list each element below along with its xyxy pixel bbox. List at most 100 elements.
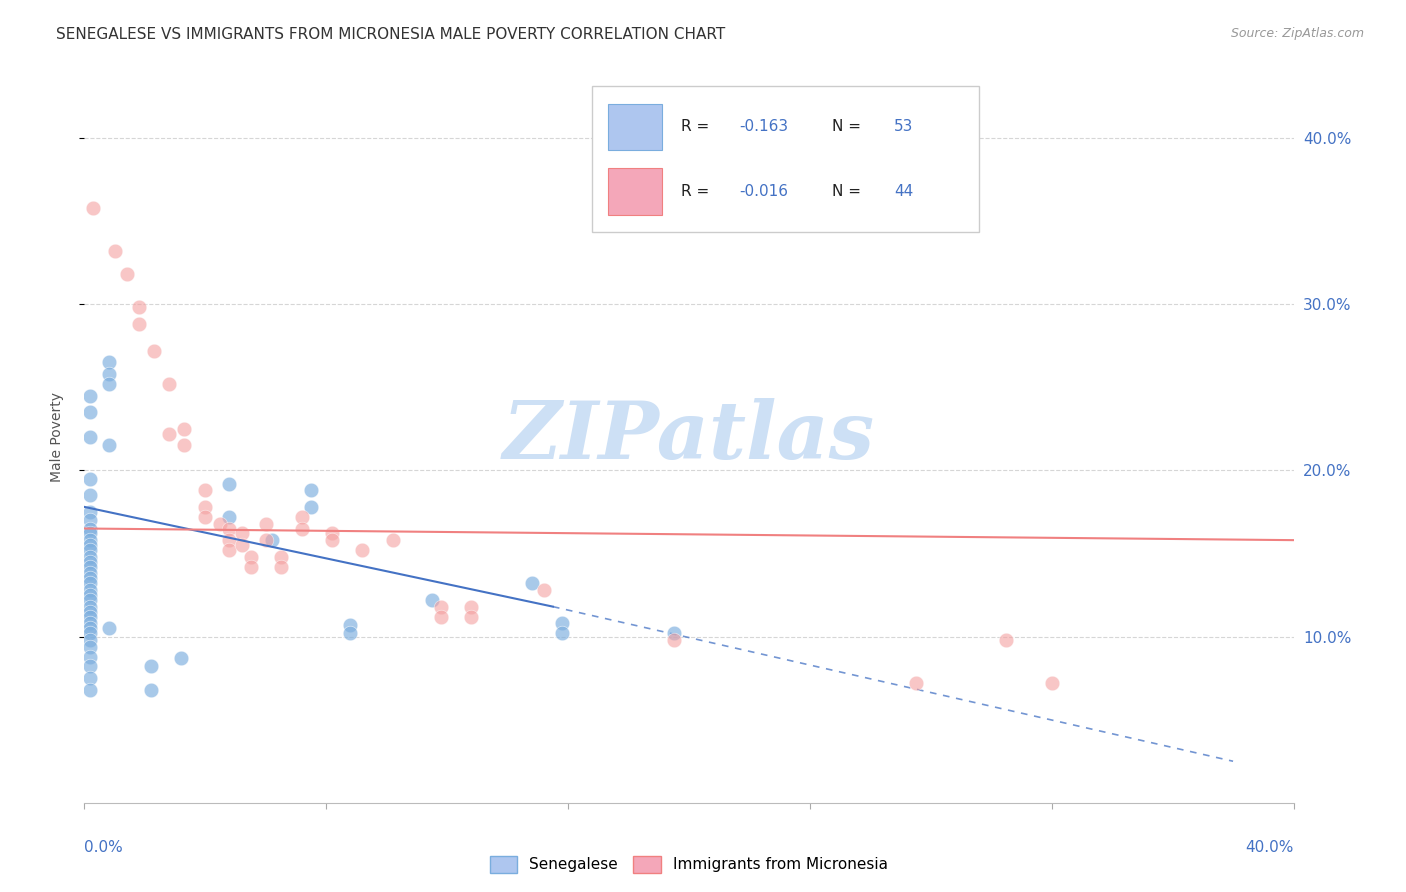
Point (194, 509, 217, 524)
Point (270, 549, 292, 564)
Point (79, 626, 101, 640)
Point (254, 533, 277, 548)
Point (460, 609, 482, 624)
Point (299, 500, 322, 514)
Text: Source: ZipAtlas.com: Source: ZipAtlas.com (1230, 27, 1364, 40)
Point (79, 616, 101, 631)
Point (97, 355, 120, 369)
Point (79, 526, 101, 541)
Point (904, 676, 927, 690)
Text: SENEGALESE VS IMMIGRANTS FROM MICRONESIA MALE POVERTY CORRELATION CHART: SENEGALESE VS IMMIGRANTS FROM MICRONESIA… (56, 27, 725, 42)
Point (218, 521, 240, 535)
Point (79, 566, 101, 581)
Point (270, 559, 292, 574)
Point (79, 405, 101, 419)
Point (104, 244, 127, 258)
Point (79, 555, 101, 569)
Point (97, 438, 120, 452)
Point (430, 599, 453, 614)
Point (321, 533, 343, 548)
Point (420, 593, 443, 607)
Point (79, 488, 101, 502)
Point (79, 599, 101, 614)
Point (139, 682, 162, 697)
Point (97, 367, 120, 381)
Point (239, 549, 262, 564)
Point (79, 538, 101, 552)
Point (231, 526, 253, 541)
Point (157, 426, 180, 441)
Point (352, 543, 374, 558)
Point (128, 301, 150, 315)
Point (218, 476, 240, 491)
Point (79, 609, 101, 624)
Point (291, 509, 314, 524)
Point (520, 576, 543, 591)
Point (209, 516, 232, 531)
Point (1040, 676, 1063, 690)
Point (218, 543, 240, 558)
Point (173, 422, 195, 436)
Point (79, 571, 101, 585)
Point (79, 533, 101, 548)
Point (662, 632, 685, 647)
Point (79, 505, 101, 519)
Point (194, 500, 217, 514)
Point (79, 521, 101, 535)
Point (79, 682, 101, 697)
Text: ZIPatlas: ZIPatlas (503, 399, 875, 475)
Point (79, 559, 101, 574)
Point (142, 343, 165, 358)
Point (79, 543, 101, 558)
Point (79, 388, 101, 402)
Point (194, 483, 217, 498)
Point (339, 618, 361, 632)
Point (79, 621, 101, 635)
Point (260, 533, 283, 548)
Point (551, 616, 574, 631)
Text: 40.0%: 40.0% (1246, 840, 1294, 855)
Point (79, 671, 101, 685)
Point (128, 317, 150, 331)
Point (79, 588, 101, 602)
Point (231, 538, 253, 552)
Y-axis label: Male Poverty: Male Poverty (49, 392, 63, 482)
Point (79, 649, 101, 664)
Point (460, 599, 482, 614)
Point (239, 559, 262, 574)
Point (254, 516, 277, 531)
Point (299, 483, 322, 498)
Point (291, 521, 314, 535)
Point (995, 632, 1018, 647)
Point (139, 659, 162, 673)
Point (79, 593, 101, 607)
Point (79, 430, 101, 444)
Point (430, 609, 453, 624)
Point (79, 582, 101, 597)
Point (662, 626, 685, 640)
Point (381, 533, 404, 548)
Point (79, 632, 101, 647)
Point (82, 201, 104, 215)
Point (321, 526, 343, 541)
Point (218, 533, 240, 548)
Point (170, 651, 193, 665)
Point (79, 659, 101, 673)
Point (79, 640, 101, 654)
Point (97, 621, 120, 635)
Point (173, 438, 195, 452)
Point (218, 509, 240, 524)
Text: 0.0%: 0.0% (84, 840, 124, 855)
Point (79, 605, 101, 619)
Legend: Senegalese, Immigrants from Micronesia: Senegalese, Immigrants from Micronesia (484, 849, 894, 880)
Point (79, 549, 101, 564)
Point (157, 376, 180, 391)
Point (97, 376, 120, 391)
Point (551, 626, 574, 640)
Point (533, 582, 555, 597)
Point (79, 513, 101, 527)
Point (115, 267, 138, 281)
Point (339, 626, 361, 640)
Point (79, 472, 101, 486)
Point (79, 576, 101, 591)
